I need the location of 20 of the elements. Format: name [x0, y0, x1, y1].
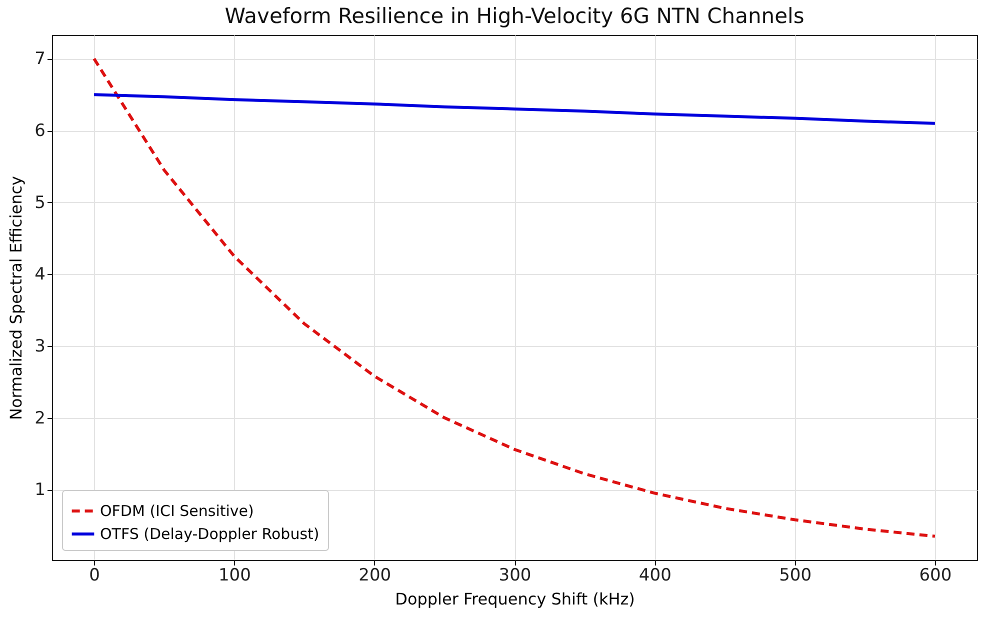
legend-label: OFDM (ICI Sensitive) [100, 502, 254, 520]
x-tick-label: 100 [218, 566, 251, 586]
x-tick-label: 600 [919, 566, 952, 586]
y-tick-label: 2 [34, 408, 46, 428]
x-tick-label: 400 [638, 566, 672, 586]
y-tick-label: 4 [34, 264, 46, 285]
x-tick-label: 500 [779, 566, 812, 586]
x-tick-label: 200 [358, 566, 392, 586]
chart-title: Waveform Resilience in High-Velocity 6G NTN Channels [224, 4, 804, 28]
y-tick-label: 7 [34, 49, 46, 70]
y-tick-label: 6 [34, 121, 46, 142]
x-tick-label: 0 [89, 566, 100, 586]
x-tick-label: 300 [498, 566, 532, 586]
legend-label: OTFS (Delay-Doppler Robust) [100, 525, 320, 543]
y-tick-label: 5 [34, 192, 46, 213]
x-axis-title: Doppler Frequency Shift (kHz) [395, 590, 635, 608]
y-tick-label: 3 [34, 336, 46, 356]
y-tick-label: 1 [34, 480, 46, 500]
line-series [92, 93, 936, 125]
y-axis-title: Normalized Spectral Efficiency [6, 176, 26, 420]
